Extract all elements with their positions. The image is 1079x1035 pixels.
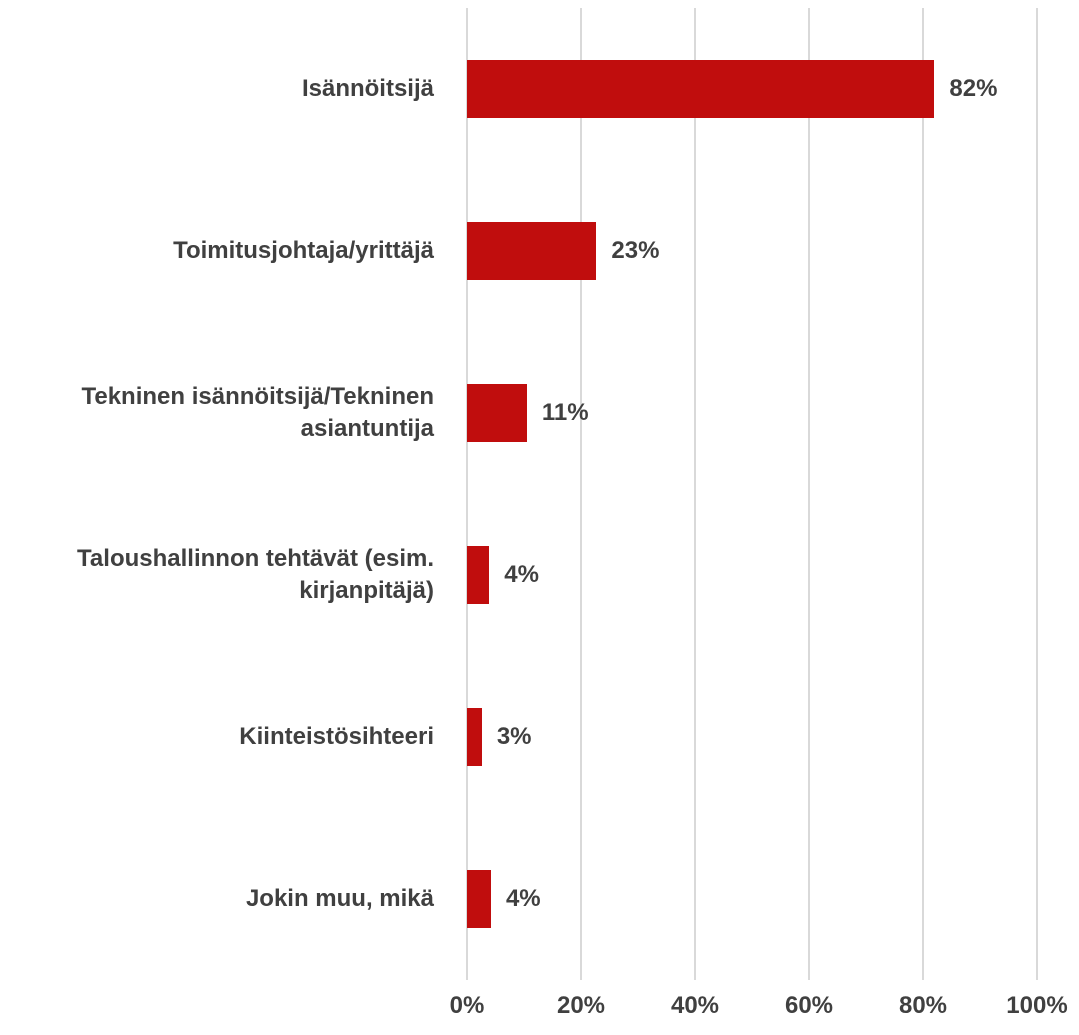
y-tick-label: Toimitusjohtaja/yrittäjä <box>173 237 434 264</box>
grid-line <box>466 8 468 980</box>
y-tick-label: Jokin muu, mikä <box>245 885 434 912</box>
grid-line <box>694 8 696 980</box>
data-label: 23% <box>611 237 660 264</box>
x-tick-label: 20% <box>556 992 606 1019</box>
data-label: 82% <box>949 75 998 102</box>
x-tick-label: 60% <box>784 992 834 1019</box>
bar <box>467 384 527 442</box>
data-label: 4% <box>504 561 539 588</box>
bar <box>467 708 482 766</box>
y-tick-label: Taloushallinnon tehtävät (esim. kirjanpi… <box>77 545 434 604</box>
y-tick-label: Isännöitsijä <box>301 75 434 102</box>
bar <box>467 870 491 928</box>
bar <box>467 222 597 280</box>
x-tick-label: 40% <box>670 992 720 1019</box>
x-tick-label: 0% <box>449 992 485 1019</box>
data-label: 3% <box>496 723 532 750</box>
data-label: 4% <box>505 885 541 912</box>
y-tick-label: Kiinteistösihteeri <box>239 723 434 750</box>
x-tick-label: 100% <box>1006 992 1068 1019</box>
x-tick-label: 80% <box>898 992 948 1019</box>
grid-line <box>922 8 924 980</box>
grid-line <box>1036 8 1038 980</box>
bar <box>467 60 935 118</box>
bar <box>467 546 490 604</box>
y-tick-label: Tekninen isännöitsijä/Tekninen asiantunt… <box>81 383 434 442</box>
grid-line <box>808 8 810 980</box>
data-label: 11% <box>541 399 589 426</box>
grid-line <box>580 8 582 980</box>
